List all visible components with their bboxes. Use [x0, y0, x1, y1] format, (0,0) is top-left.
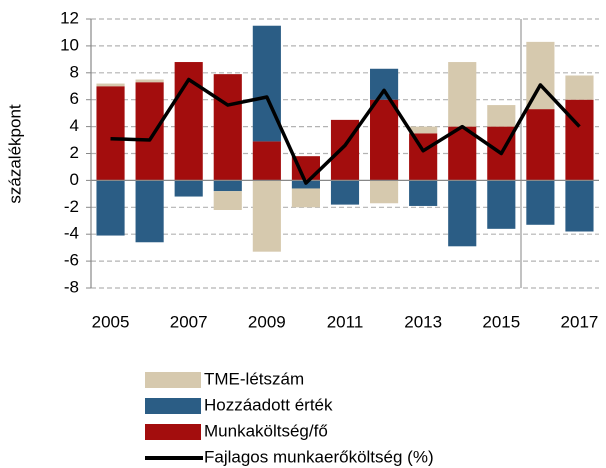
bar [526, 109, 555, 181]
bar [213, 74, 242, 181]
legend-label: TME-létszám [204, 369, 304, 388]
y-tick-label: 0 [70, 170, 79, 189]
y-tick-label: 2 [70, 143, 79, 162]
y-tick-label: -2 [64, 197, 79, 216]
bar [370, 180, 399, 204]
bar [96, 86, 125, 181]
bar [291, 188, 320, 208]
y-tick-label: 6 [70, 89, 79, 108]
y-tick-label: -6 [64, 251, 79, 270]
y-tick-label: -4 [64, 224, 79, 243]
bar [96, 180, 125, 236]
bar [252, 180, 281, 252]
bar [526, 180, 555, 225]
bar [448, 180, 477, 247]
bar [565, 99, 594, 181]
legend-label: Munkaköltség/fő [204, 421, 328, 440]
bar [487, 105, 516, 127]
x-tick-label: 2015 [482, 312, 520, 331]
legend-label: Fajlagos munkaerőköltség (%) [204, 447, 434, 466]
bar [96, 83, 125, 87]
x-tick-label: 2011 [327, 312, 364, 331]
bar [252, 25, 281, 142]
y-tick-label: 10 [60, 35, 79, 54]
y-axis-label: százalékpont [5, 104, 24, 204]
x-tick-label: 2013 [404, 312, 442, 331]
legend-swatch [145, 398, 201, 414]
line-series [110, 77, 581, 185]
y-tick-label: 12 [60, 8, 79, 27]
bar [565, 180, 594, 232]
bar [135, 180, 164, 243]
bar [448, 62, 477, 127]
y-tick-label: -8 [64, 277, 79, 296]
bar [409, 180, 438, 206]
bar [409, 133, 438, 181]
legend-swatch [145, 372, 201, 388]
bar [487, 180, 516, 229]
bar [174, 180, 203, 197]
x-tick-label: 2007 [170, 312, 208, 331]
y-tick-label: 8 [70, 62, 79, 81]
x-tick-label: 2005 [92, 312, 130, 331]
bar [213, 191, 242, 210]
x-tick-label: 2009 [248, 312, 286, 331]
bar [330, 180, 360, 205]
legend-swatch [145, 424, 201, 440]
bar [448, 126, 477, 181]
bar [213, 180, 242, 192]
y-tick-label: 4 [70, 116, 79, 135]
bar [135, 82, 164, 181]
legend-label: Hozzáadott érték [204, 395, 333, 414]
bar [135, 79, 164, 83]
x-tick-label: 2017 [561, 312, 599, 331]
bar [252, 141, 281, 181]
bar [370, 99, 399, 181]
bar [409, 126, 438, 134]
bar [565, 75, 594, 100]
bar [370, 68, 399, 100]
